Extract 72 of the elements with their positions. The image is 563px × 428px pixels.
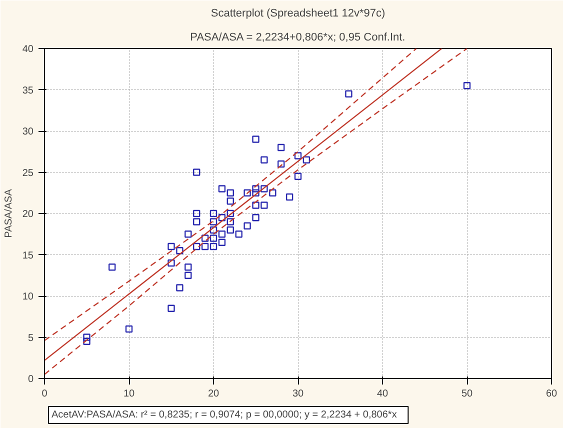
x-tick-label: 20	[208, 388, 220, 400]
chart-subtitle: PASA/ASA = 2,2234+0,806*x; 0,95 Conf.Int.	[190, 32, 406, 44]
point	[252, 189, 260, 196]
y-tick-label: 5	[28, 332, 34, 344]
point	[226, 189, 234, 196]
point	[83, 338, 90, 345]
point	[269, 189, 276, 196]
point	[463, 82, 471, 90]
point	[176, 284, 184, 292]
x-tick-label: 30	[292, 388, 304, 400]
point	[168, 259, 175, 267]
y-tick-label: 30	[22, 126, 34, 138]
point	[168, 304, 175, 312]
point	[218, 238, 226, 246]
y-tick-label: 15	[22, 250, 34, 262]
point	[210, 226, 218, 234]
x-tick-label: 10	[123, 388, 135, 400]
point	[226, 198, 234, 205]
point	[226, 226, 234, 234]
point	[252, 136, 260, 143]
point	[193, 242, 200, 250]
point	[193, 218, 200, 226]
point	[235, 230, 242, 238]
point	[252, 185, 260, 192]
point	[226, 218, 234, 226]
y-tick-label: 40	[22, 44, 34, 55]
point	[218, 185, 226, 192]
point	[108, 264, 116, 271]
point	[176, 247, 184, 254]
point	[286, 193, 294, 201]
point	[218, 230, 226, 238]
chart-title: Scatterplot (Spreadsheet1 12v*97c)	[210, 8, 386, 20]
y-tick-label: 0	[28, 374, 34, 385]
point	[260, 185, 268, 192]
point	[244, 222, 251, 230]
y-tick-label: 10	[22, 292, 34, 302]
point	[168, 242, 175, 250]
point	[201, 234, 209, 242]
point	[252, 202, 260, 209]
point	[294, 172, 302, 180]
point	[244, 189, 251, 196]
x-tick-label: 40	[376, 388, 388, 400]
point	[260, 156, 268, 164]
point	[302, 156, 310, 164]
x-tick-label: 60	[546, 388, 558, 400]
point	[184, 264, 192, 271]
point	[210, 242, 218, 250]
point	[345, 90, 352, 98]
point	[193, 210, 200, 218]
y-tick-label: 20	[22, 209, 34, 220]
point	[193, 168, 200, 176]
point	[260, 202, 268, 209]
point	[252, 214, 260, 222]
point	[278, 160, 285, 168]
point	[210, 218, 218, 226]
point	[184, 272, 192, 279]
point	[201, 242, 209, 250]
point	[83, 334, 90, 341]
text: AcetAV:PASA/ASA: r² = 0,8235; r = 0,9074; p = 00,0000; y = 2,2234 + 0,806*x	[52, 410, 397, 420]
point	[294, 152, 302, 160]
point	[125, 325, 133, 333]
y-axis-title: PASA/ASA	[3, 188, 14, 238]
y-tick-label: 25	[22, 168, 34, 179]
point	[184, 230, 192, 238]
point	[218, 214, 226, 222]
point	[226, 210, 234, 218]
point	[210, 234, 218, 242]
x-tick-label: 0	[42, 388, 48, 400]
x-tick-label: 50	[461, 388, 473, 400]
point	[210, 210, 218, 218]
point	[278, 144, 285, 152]
y-tick-label: 35	[22, 85, 34, 96]
